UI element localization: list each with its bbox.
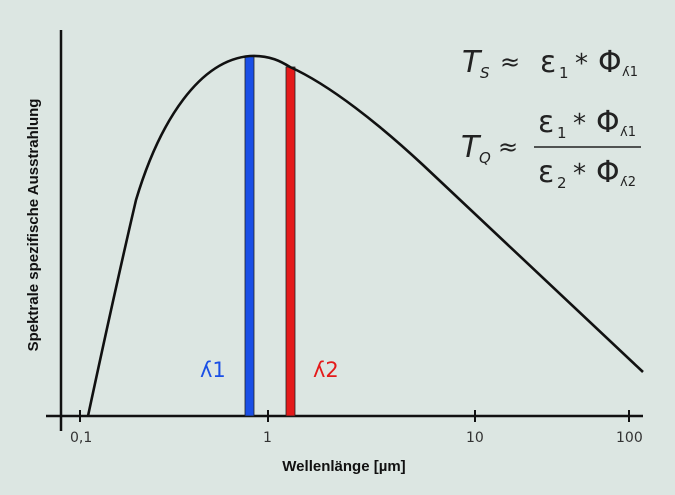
- svg-text:T: T: [462, 45, 483, 80]
- svg-text:1: 1: [557, 124, 567, 142]
- band-label-lambda1: ʎ1: [200, 358, 226, 382]
- x-tick-label-100: 100: [616, 430, 643, 446]
- svg-text:ʎ2: ʎ2: [620, 175, 636, 190]
- svg-text:≈: ≈: [500, 48, 520, 76]
- svg-text:ʎ1: ʎ1: [620, 125, 636, 140]
- svg-text:Φ: Φ: [596, 155, 620, 190]
- svg-text:Φ: Φ: [598, 45, 622, 80]
- svg-text:Φ: Φ: [596, 105, 620, 140]
- formula-tq: T Q ≈ ε 1 * Φ ʎ1 ε 2 * Φ ʎ2: [461, 105, 641, 192]
- x-tick-label-0.1: 0,1: [70, 430, 92, 446]
- svg-text:ε: ε: [538, 105, 554, 140]
- svg-text:*: *: [573, 109, 586, 139]
- svg-text:T: T: [461, 130, 482, 165]
- svg-text:S: S: [480, 64, 490, 82]
- svg-text:ε: ε: [538, 155, 554, 190]
- x-tick-label-10: 10: [466, 430, 484, 446]
- svg-text:Q: Q: [479, 149, 491, 167]
- planck-curve: [86, 54, 644, 417]
- band-lambda2: [285, 66, 296, 417]
- svg-text:*: *: [575, 49, 588, 79]
- band-lambda1: [244, 55, 255, 417]
- svg-text:≈: ≈: [498, 133, 518, 161]
- svg-text:ʎ1: ʎ1: [622, 65, 638, 80]
- svg-text:ε: ε: [540, 45, 556, 80]
- formula-ts: T S ≈ ε 1 * Φ ʎ1: [462, 45, 638, 82]
- y-axis-title: Spektrale spezifische Ausstrahlung: [25, 99, 42, 352]
- band-label-lambda2: ʎ2: [313, 358, 339, 382]
- svg-text:2: 2: [557, 174, 567, 192]
- x-tick-label-1: 1: [263, 430, 272, 446]
- svg-text:1: 1: [559, 64, 569, 82]
- svg-text:*: *: [573, 159, 586, 189]
- x-axis-title: Wellenlänge [µm]: [282, 458, 405, 475]
